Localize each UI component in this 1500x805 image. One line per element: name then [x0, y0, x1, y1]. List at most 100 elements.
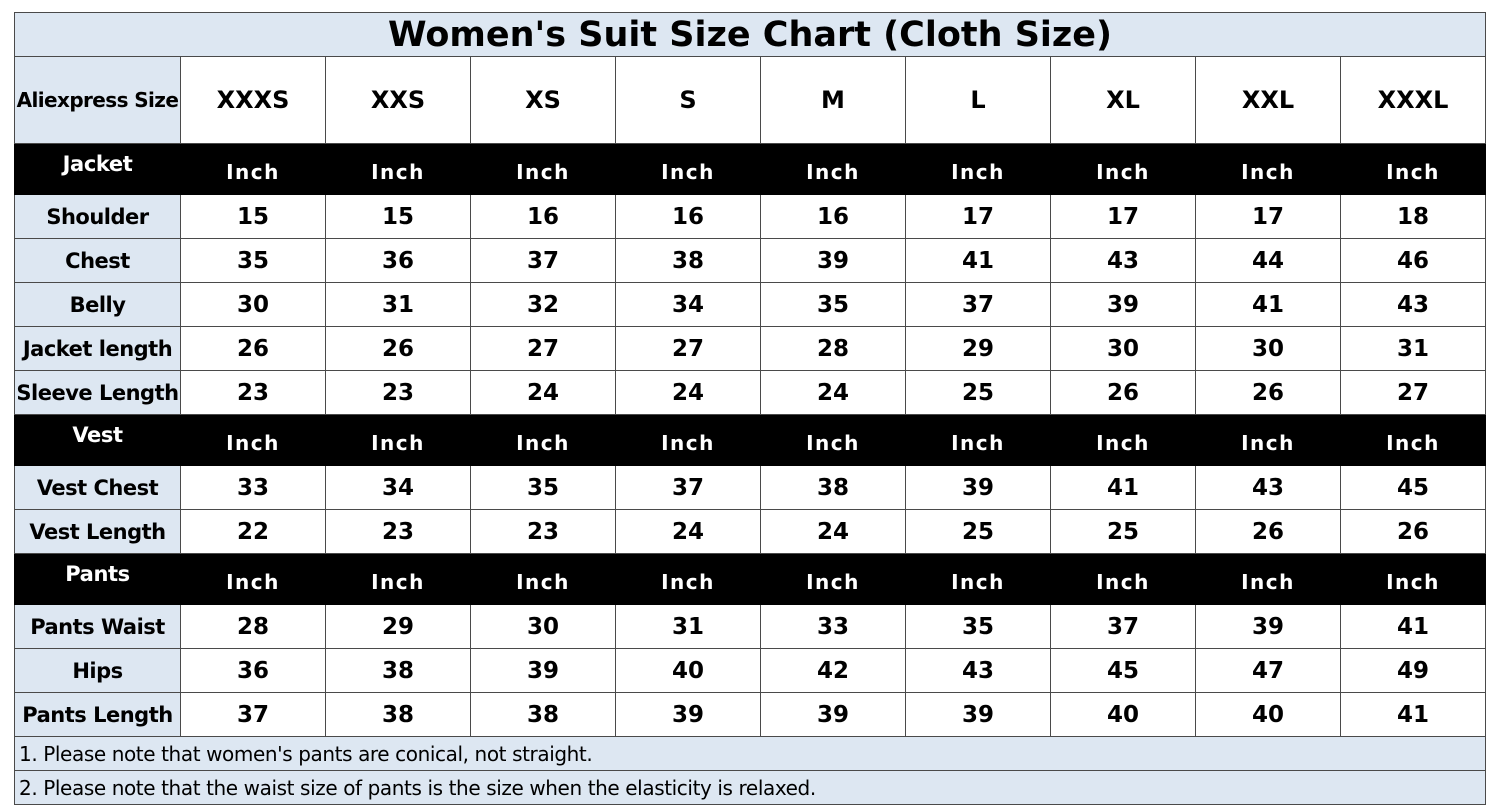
section-unit-jacket: Inch	[470, 143, 616, 195]
table-row-shoulder: Shoulder 15 15 16 16 16 17 17 17 18	[14, 194, 1486, 239]
cell-pants-waist-xs: 30	[470, 604, 616, 649]
cell-pants-length-xxs: 38	[325, 692, 471, 737]
cell-pants-waist-m: 33	[760, 604, 906, 649]
cell-belly-xl: 39	[1050, 282, 1196, 327]
cell-belly-xxxl: 43	[1340, 282, 1486, 327]
size-header-xxl: XXL	[1195, 56, 1341, 144]
cell-jacket-length-xl: 30	[1050, 326, 1196, 371]
cell-shoulder-xs: 16	[470, 194, 616, 239]
cell-pants-length-xxxs: 37	[180, 692, 326, 737]
row-label-jacket-length: Jacket length	[14, 326, 181, 371]
cell-chest-xxs: 36	[325, 238, 471, 283]
cell-pants-length-xl: 40	[1050, 692, 1196, 737]
cell-pants-waist-xl: 37	[1050, 604, 1196, 649]
section-unit-vest: Inch	[180, 414, 326, 466]
section-unit-jacket: Inch	[1195, 143, 1341, 195]
cell-sleeve-length-xl: 26	[1050, 370, 1196, 415]
table-row-pants-waist: Pants Waist 28 29 30 31 33 35 37 39 41	[14, 604, 1486, 649]
cell-pants-length-l: 39	[905, 692, 1051, 737]
section-unit-vest: Inch	[325, 414, 471, 466]
section-unit-vest: Inch	[1050, 414, 1196, 466]
row-label-pants-length: Pants Length	[14, 692, 181, 737]
section-unit-pants: Inch	[325, 553, 471, 605]
row-label-belly: Belly	[14, 282, 181, 327]
cell-sleeve-length-m: 24	[760, 370, 906, 415]
size-header-l: L	[905, 56, 1051, 144]
section-title-vest: Vest	[14, 414, 181, 466]
cell-shoulder-l: 17	[905, 194, 1051, 239]
section-header-jacket: Jacket Inch Inch Inch Inch Inch Inch Inch Inch In…	[14, 143, 1486, 195]
row-label-pants-waist: Pants Waist	[14, 604, 181, 649]
size-chart-sheet: Women's Suit Size Chart (Cloth Size) Ali…	[14, 12, 1486, 805]
size-header-label: Aliexpress Size	[14, 56, 181, 144]
cell-pants-waist-l: 35	[905, 604, 1051, 649]
section-unit-pants: Inch	[180, 553, 326, 605]
cell-vest-chest-m: 38	[760, 465, 906, 510]
cell-jacket-length-l: 29	[905, 326, 1051, 371]
section-unit-pants: Inch	[760, 553, 906, 605]
cell-shoulder-xxxs: 15	[180, 194, 326, 239]
section-unit-vest: Inch	[1195, 414, 1341, 466]
section-header-pants: Pants Inch Inch Inch Inch Inch Inch Inch Inch Inc…	[14, 553, 1486, 605]
size-header-xxxl: XXXL	[1340, 56, 1486, 144]
cell-hips-m: 42	[760, 648, 906, 693]
section-title-jacket: Jacket	[14, 143, 181, 195]
table-row-vest-length: Vest Length 22 23 23 24 24 25 25 26 26	[14, 509, 1486, 554]
cell-belly-l: 37	[905, 282, 1051, 327]
cell-chest-xs: 37	[470, 238, 616, 283]
section-unit-pants: Inch	[1050, 553, 1196, 605]
row-label-vest-length: Vest Length	[14, 509, 181, 554]
section-unit-vest: Inch	[615, 414, 761, 466]
table-row-pants-length: Pants Length 37 38 38 39 39 39 40 40 41	[14, 692, 1486, 737]
cell-belly-s: 34	[615, 282, 761, 327]
cell-sleeve-length-xs: 24	[470, 370, 616, 415]
cell-pants-length-xs: 38	[470, 692, 616, 737]
cell-vest-length-xl: 25	[1050, 509, 1196, 554]
section-unit-vest: Inch	[760, 414, 906, 466]
cell-shoulder-s: 16	[615, 194, 761, 239]
cell-vest-chest-xxxs: 33	[180, 465, 326, 510]
cell-chest-xxl: 44	[1195, 238, 1341, 283]
cell-vest-length-xxxs: 22	[180, 509, 326, 554]
cell-sleeve-length-xxs: 23	[325, 370, 471, 415]
section-unit-vest: Inch	[905, 414, 1051, 466]
cell-vest-chest-xxxl: 45	[1340, 465, 1486, 510]
table-row-vest-chest: Vest Chest 33 34 35 37 38 39 41 43 45	[14, 465, 1486, 510]
cell-pants-waist-xxl: 39	[1195, 604, 1341, 649]
table-row-chest: Chest 35 36 37 38 39 41 43 44 46	[14, 238, 1486, 283]
cell-vest-chest-s: 37	[615, 465, 761, 510]
cell-vest-chest-l: 39	[905, 465, 1051, 510]
size-header-xl: XL	[1050, 56, 1196, 144]
cell-sleeve-length-l: 25	[905, 370, 1051, 415]
cell-chest-xl: 43	[1050, 238, 1196, 283]
section-header-vest: Vest Inch Inch Inch Inch Inch Inch Inch Inch Inch	[14, 414, 1486, 466]
section-unit-vest: Inch	[1340, 414, 1486, 466]
cell-jacket-length-xxxs: 26	[180, 326, 326, 371]
cell-jacket-length-s: 27	[615, 326, 761, 371]
cell-sleeve-length-s: 24	[615, 370, 761, 415]
cell-belly-xs: 32	[470, 282, 616, 327]
cell-jacket-length-m: 28	[760, 326, 906, 371]
cell-pants-length-xxxl: 41	[1340, 692, 1486, 737]
cell-hips-xxxs: 36	[180, 648, 326, 693]
section-unit-jacket: Inch	[180, 143, 326, 195]
cell-vest-length-xxl: 26	[1195, 509, 1341, 554]
section-unit-pants: Inch	[470, 553, 616, 605]
cell-chest-l: 41	[905, 238, 1051, 283]
table-row-sleeve-length: Sleeve Length 23 23 24 24 24 25 26 26 27	[14, 370, 1486, 415]
note-row-2: 2. Please note that the waist size of pa…	[14, 770, 1486, 805]
cell-vest-length-xs: 23	[470, 509, 616, 554]
cell-sleeve-length-xxl: 26	[1195, 370, 1341, 415]
cell-vest-chest-xxl: 43	[1195, 465, 1341, 510]
row-label-chest: Chest	[14, 238, 181, 283]
section-unit-pants: Inch	[1340, 553, 1486, 605]
cell-pants-waist-xxxl: 41	[1340, 604, 1486, 649]
section-unit-vest: Inch	[470, 414, 616, 466]
cell-chest-xxxs: 35	[180, 238, 326, 283]
note-row-1: 1. Please note that women's pants are co…	[14, 736, 1486, 771]
cell-shoulder-xxl: 17	[1195, 194, 1341, 239]
cell-vest-chest-xxs: 34	[325, 465, 471, 510]
cell-jacket-length-xxs: 26	[325, 326, 471, 371]
size-header-s: S	[615, 56, 761, 144]
row-label-vest-chest: Vest Chest	[14, 465, 181, 510]
